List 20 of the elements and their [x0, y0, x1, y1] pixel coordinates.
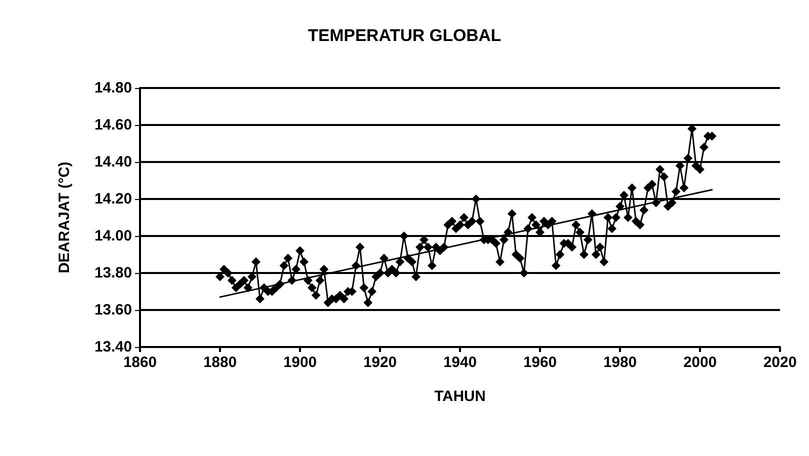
- x-tick-label: 1860: [123, 354, 157, 371]
- y-tick-label: 14.40: [94, 154, 132, 170]
- chart-title: TEMPERATUR GLOBAL: [308, 26, 502, 45]
- x-axis-title: TAHUN: [434, 388, 486, 405]
- x-tick-label: 1940: [443, 354, 477, 371]
- x-tick-label: 1880: [203, 354, 237, 371]
- y-tick-label: 14.80: [94, 80, 132, 96]
- y-tick-label: 13.80: [94, 264, 132, 282]
- y-tick-label: 14.00: [94, 228, 132, 244]
- x-tick-label: 2000: [683, 354, 717, 371]
- y-tick-label: 13.40: [94, 338, 132, 356]
- x-tick-label: 1960: [523, 354, 557, 371]
- x-tick-label: 1980: [603, 354, 637, 371]
- y-axis-title: DEARAJAT (°C): [56, 162, 73, 274]
- x-tick-label: 1900: [283, 354, 317, 371]
- y-tick-label: 13.60: [94, 302, 132, 318]
- y-tick-label: 14.20: [94, 190, 132, 208]
- x-tick-label: 1920: [363, 354, 397, 371]
- y-tick-label: 14.60: [94, 116, 132, 134]
- x-tick-label: 2020: [763, 354, 797, 371]
